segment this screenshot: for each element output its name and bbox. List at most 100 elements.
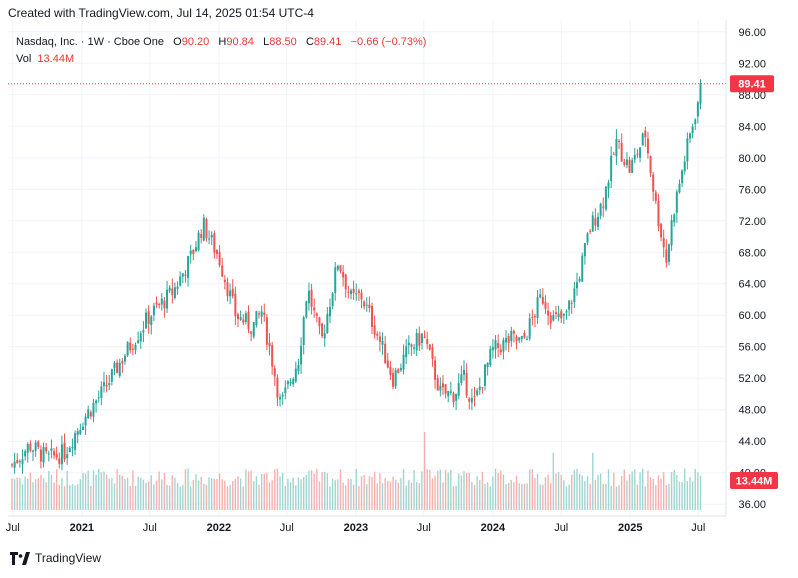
volume-bar <box>639 472 641 510</box>
volume-bar <box>184 469 187 510</box>
volume-bar <box>479 479 481 510</box>
candle-body <box>604 186 607 210</box>
candle-body <box>688 133 691 139</box>
volume-bar <box>492 476 494 510</box>
candle-body <box>491 347 494 351</box>
candle-body <box>187 255 190 278</box>
candle-body <box>397 369 400 374</box>
candle-body <box>100 386 103 398</box>
candle-body <box>16 460 19 464</box>
candle-body <box>639 147 642 158</box>
volume-bar <box>313 473 315 510</box>
volume-bar <box>134 486 137 510</box>
volume-bar <box>137 476 139 510</box>
volume-bar <box>634 469 636 510</box>
candle-body <box>586 233 589 243</box>
candle-body <box>129 342 132 351</box>
volume-bar <box>623 469 625 510</box>
candle-body <box>612 153 615 155</box>
volume-bar <box>142 479 145 510</box>
volume-bar <box>536 473 539 510</box>
candle-body <box>24 451 27 457</box>
candle-body <box>470 397 473 403</box>
volume-bar <box>289 482 292 510</box>
volume-bar <box>602 483 604 510</box>
volume-bar <box>544 477 547 510</box>
volume-bar <box>224 480 226 510</box>
volume-bar <box>389 481 392 510</box>
volume-bar <box>48 470 50 510</box>
candle-body <box>218 252 221 266</box>
volume-bar <box>232 481 234 510</box>
volume-bar <box>98 468 100 510</box>
candle-body <box>189 250 192 255</box>
candle-body <box>652 174 655 192</box>
candle-body <box>373 325 376 335</box>
candle-body <box>58 458 61 464</box>
candle-body <box>665 249 668 263</box>
volume-bar <box>176 482 179 510</box>
candle-body <box>139 333 142 342</box>
candle-body <box>118 362 121 377</box>
candle-body <box>618 140 621 142</box>
volume-bar <box>260 473 263 510</box>
candle-body <box>87 409 90 419</box>
volume-bar <box>542 484 544 510</box>
volume-bar <box>200 476 202 510</box>
candle-body <box>544 302 547 309</box>
candle-body <box>646 138 649 154</box>
volume-bar <box>581 475 583 510</box>
candle-body <box>481 387 484 389</box>
candle-body <box>192 249 195 254</box>
y-tick-label: 48.00 <box>738 405 766 417</box>
symbol-name: Nasdaq, Inc. · 1W · Cboe One <box>16 36 164 48</box>
candle-body <box>197 232 200 251</box>
volume-bar <box>578 473 581 510</box>
volume-bar <box>649 477 652 510</box>
candle-body <box>363 301 366 307</box>
volume-bar <box>641 468 644 510</box>
volume-bar <box>76 484 79 510</box>
volume-bar <box>95 474 97 510</box>
volume-bar <box>324 472 326 510</box>
volume-bar <box>458 473 460 510</box>
y-tick-label: 56.00 <box>738 342 766 354</box>
volume-bar <box>518 483 520 510</box>
volume-bar <box>297 477 300 510</box>
candle-body <box>244 313 247 322</box>
candle-body <box>473 396 476 398</box>
volume-bar <box>53 482 55 510</box>
candle-body <box>420 333 423 344</box>
volume-bar <box>150 475 152 510</box>
volume-bar <box>476 476 478 510</box>
candle-body <box>331 293 334 307</box>
volume-bar <box>373 471 376 510</box>
candle-body <box>95 400 98 404</box>
candle-body <box>447 390 450 397</box>
candle-body <box>152 305 155 316</box>
candle-body <box>599 203 602 216</box>
candle-body <box>649 156 652 174</box>
volume-bar <box>158 471 160 510</box>
brand-name: TradingView <box>35 551 102 565</box>
candle-body <box>518 337 521 341</box>
candle-body <box>121 361 124 364</box>
volume-bar <box>40 474 42 510</box>
candle-body <box>371 305 374 327</box>
volume-bar <box>699 475 702 510</box>
volume-bar <box>203 483 205 510</box>
volume-bar <box>431 478 434 510</box>
volume-bar <box>287 478 289 510</box>
volume-bar <box>103 471 105 510</box>
tradingview-footer[interactable]: TradingView <box>10 551 101 565</box>
volume-bar <box>292 477 294 510</box>
legend: Nasdaq, Inc. · 1W · Cboe One O90.20 H90.… <box>16 34 426 68</box>
candle-body <box>279 396 282 400</box>
volume-bar <box>42 478 45 510</box>
candle-body <box>352 288 355 293</box>
volume-bar <box>84 473 87 510</box>
volume-bar <box>163 472 166 510</box>
candle-body <box>549 315 552 324</box>
candle-body <box>484 364 487 386</box>
